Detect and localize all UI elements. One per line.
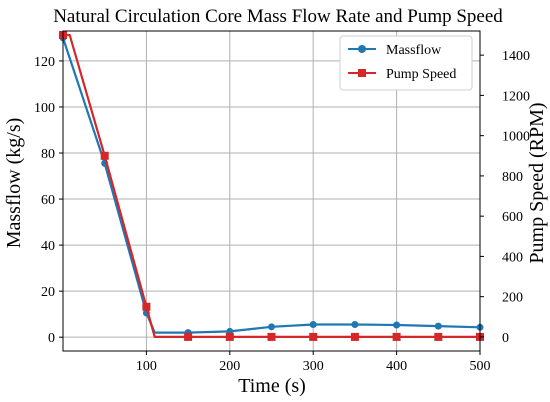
massflow-point xyxy=(309,321,317,329)
pump-speed-point xyxy=(267,332,276,341)
y2-tick-label: 1000 xyxy=(502,130,530,145)
legend-pump-speed-label: Pump Speed xyxy=(386,67,456,82)
pump-speed-point xyxy=(350,332,359,341)
legend-massflow-marker xyxy=(358,45,366,53)
series-layer xyxy=(59,31,484,341)
pump-speed-point xyxy=(142,302,151,311)
legend-pump-speed-marker xyxy=(358,69,366,77)
massflow-point xyxy=(351,321,359,329)
massflow-line xyxy=(61,37,481,334)
y-tick-label: 120 xyxy=(34,55,55,70)
y-tick-label: 100 xyxy=(34,101,55,116)
pump-speed-point xyxy=(434,332,443,341)
y-tick-label: 40 xyxy=(41,239,55,254)
massflow-point xyxy=(434,322,442,330)
pump-speed-point xyxy=(392,332,401,341)
chart-title: Natural Circulation Core Mass Flow Rate … xyxy=(53,6,503,27)
y-tick-label: 80 xyxy=(41,147,55,162)
plot-frame xyxy=(62,30,481,352)
y2-tick-label: 600 xyxy=(502,210,523,225)
y2-tick-label: 1200 xyxy=(502,89,530,104)
pump-speed-point xyxy=(184,332,193,341)
x-axis-title: Time (s) xyxy=(238,375,306,397)
x-tick-label: 400 xyxy=(386,359,407,374)
pump-speed-point xyxy=(100,151,109,160)
pump-speed-point xyxy=(225,332,234,341)
massflow-point xyxy=(268,323,275,331)
x-tick-label: 300 xyxy=(303,359,324,374)
pump-speed-point xyxy=(309,332,318,341)
y2-tick-label: 1400 xyxy=(502,49,530,64)
y-tick-label: 60 xyxy=(41,193,55,208)
ticks: 100 200 300 400 5000204060801001200200400600… xyxy=(34,49,530,374)
x-tick-label: 200 xyxy=(219,359,240,374)
y-tick-label: 0 xyxy=(48,331,55,346)
legend: Massflow Pump Speed xyxy=(339,35,473,91)
y-tick-label: 20 xyxy=(41,285,55,300)
massflow-point xyxy=(393,321,401,329)
y2-axis-title: Pump Speed (RPM) xyxy=(526,102,548,263)
y2-tick-label: 800 xyxy=(502,170,523,185)
y2-tick-label: 400 xyxy=(502,250,523,265)
legend-massflow-label: Massflow xyxy=(386,43,442,58)
y2-tick-label: 200 xyxy=(502,291,523,306)
x-tick-label: 500 xyxy=(470,359,491,374)
x-tick-label: 100 xyxy=(136,359,157,374)
y-axis-title: Massflow (kg/s) xyxy=(3,118,25,249)
y2-tick-label: 0 xyxy=(502,331,509,346)
